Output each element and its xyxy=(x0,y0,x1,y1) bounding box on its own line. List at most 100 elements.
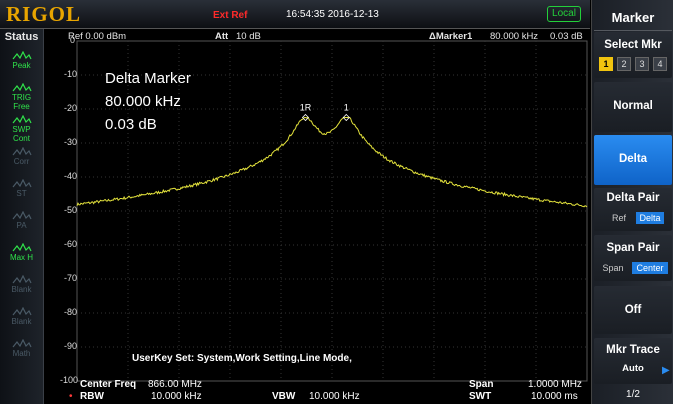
status-item: Corr xyxy=(2,147,41,179)
status-item-label: Blank xyxy=(11,285,32,294)
att-label: Att xyxy=(215,31,229,42)
mkr-trace-button[interactable]: Mkr Trace Auto ▶ xyxy=(594,338,672,384)
trace-math-icon xyxy=(2,339,41,349)
ext-ref-indicator: Ext Ref xyxy=(213,10,248,21)
delta-marker-freq: 80.000 kHz xyxy=(105,93,181,110)
mkr-number-1[interactable]: 1 xyxy=(599,57,613,71)
top-bar: RIGOL Ext Ref 16:54:35 2016-12-13 Local xyxy=(0,0,590,29)
off-button[interactable]: Off xyxy=(594,286,672,334)
rigol-logo: RIGOL xyxy=(6,2,82,26)
status-item: Peak xyxy=(2,51,41,83)
y-tick-label: -60 xyxy=(64,239,78,249)
mkr-trace-label: Mkr Trace xyxy=(606,344,660,356)
center-freq-label: Center Freq xyxy=(80,379,137,390)
mkr-number-2[interactable]: 2 xyxy=(617,57,631,71)
select-mkr-button[interactable]: Select Mkr 1 2 3 4 xyxy=(594,32,672,78)
span-label: Span xyxy=(469,379,494,390)
delta-pair-delta: Delta xyxy=(636,212,664,224)
status-item: Blank xyxy=(2,275,41,307)
date-time: 16:54:35 2016-12-13 xyxy=(286,9,379,20)
y-tick-label: -90 xyxy=(64,341,78,351)
vbw-value: 10.000 kHz xyxy=(309,391,360,402)
y-tick-label: -50 xyxy=(64,205,78,215)
status-item: SWP Cont xyxy=(2,115,41,147)
spectrum-trace xyxy=(76,116,588,208)
status-item-label: TRIG xyxy=(11,93,32,102)
correction-icon xyxy=(2,147,41,157)
status-item-label: Corr xyxy=(13,157,30,166)
marker-readout-label: ΔMarker1 xyxy=(429,31,473,42)
off-label: Off xyxy=(624,304,642,316)
y-tick-label: -40 xyxy=(64,171,78,181)
ref-level: Ref 0.00 dBm xyxy=(68,31,127,42)
delta-label: Delta xyxy=(618,153,648,165)
mkr-number-3[interactable]: 3 xyxy=(635,57,649,71)
trace-blank-icon xyxy=(2,307,41,317)
marker-1-diamond xyxy=(342,113,350,122)
status-item-value: Cont xyxy=(13,134,30,143)
arrow-right-icon: ▶ xyxy=(662,365,670,376)
status-item: Blank xyxy=(2,307,41,339)
trigger-icon xyxy=(2,83,41,93)
spectrum-display: 1R 1 Ref 0.00 dBm Att 10 dB ΔMarker1 80.0… xyxy=(44,29,590,404)
sweep-icon xyxy=(2,115,41,125)
peak-icon xyxy=(2,51,41,61)
normal-button[interactable]: Normal xyxy=(594,82,672,132)
vbw-label: VBW xyxy=(272,391,296,402)
normal-label: Normal xyxy=(613,100,653,112)
status-item: PA xyxy=(2,211,41,243)
status-item-label: PA xyxy=(16,221,27,230)
delta-pair-label: Delta Pair xyxy=(606,192,660,204)
rbw-flag: • xyxy=(69,391,73,402)
span-pair-center: Center xyxy=(632,262,668,274)
delta-button[interactable]: Delta xyxy=(594,135,672,185)
delta-pair-button[interactable]: Delta Pair Ref Delta xyxy=(594,188,672,231)
mkr-number-4[interactable]: 4 xyxy=(653,57,667,71)
marker-1r-label: 1R xyxy=(300,103,312,113)
att-value: 10 dB xyxy=(236,31,261,42)
span-value: 1.0000 MHz xyxy=(528,379,582,390)
delta-marker-title: Delta Marker xyxy=(105,70,191,87)
menu-title: Marker xyxy=(611,10,655,25)
status-item-label: Max H xyxy=(9,253,34,262)
trace-blank-icon xyxy=(2,275,41,285)
span-pair-button[interactable]: Span Pair Span Center xyxy=(594,235,672,281)
status-item-label: Blank xyxy=(11,317,32,326)
status-item-label: SWP xyxy=(12,125,31,134)
status-item: Math xyxy=(2,339,41,371)
marker-1r-diamond xyxy=(301,113,310,122)
page-indicator[interactable]: 1/2 xyxy=(626,389,640,400)
span-pair-span: Span xyxy=(602,263,624,273)
userkey-set: UserKey Set: System,Work Setting,Line Mo… xyxy=(132,353,352,364)
delta-pair-ref: Ref xyxy=(611,213,626,223)
status-item-value: Free xyxy=(13,102,30,111)
y-tick-label: -30 xyxy=(64,137,78,147)
status-item: ST xyxy=(2,179,41,211)
max-hold-icon xyxy=(2,243,41,253)
status-item: TRIG Free xyxy=(2,83,41,115)
local-button[interactable]: Local xyxy=(547,6,581,22)
status-item-label: Math xyxy=(12,349,31,358)
marker-1-label: 1 xyxy=(344,103,349,113)
marker-readout-freq: 80.000 kHz xyxy=(490,31,539,42)
menu-divider xyxy=(594,30,672,31)
delta-marker-readout: Delta Marker 80.000 kHz 0.03 dB xyxy=(105,67,191,136)
y-tick-label: -10 xyxy=(64,69,78,79)
marker-readout-amp: 0.03 dB xyxy=(550,31,583,42)
status-item: Max H xyxy=(2,243,41,275)
span-pair-label: Span Pair xyxy=(606,242,660,254)
rbw-label: RBW xyxy=(80,391,104,402)
y-tick-label: -20 xyxy=(64,103,78,113)
swt-label: SWT xyxy=(469,391,492,402)
center-freq-value: 866.00 MHz xyxy=(148,379,202,390)
y-tick-label: -100 xyxy=(60,375,79,385)
preamp-icon xyxy=(2,211,41,221)
y-tick-label: -70 xyxy=(64,273,78,283)
mkr-trace-value: Auto xyxy=(622,363,644,374)
status-item-label: ST xyxy=(16,189,27,198)
rbw-value: 10.000 kHz xyxy=(151,391,202,402)
spectrum-graticule: 1R 1 xyxy=(76,40,588,382)
softkey-menu: Marker Select Mkr 1 2 3 4 Normal Delta D… xyxy=(591,0,673,404)
select-mkr-label: Select Mkr xyxy=(604,39,662,51)
